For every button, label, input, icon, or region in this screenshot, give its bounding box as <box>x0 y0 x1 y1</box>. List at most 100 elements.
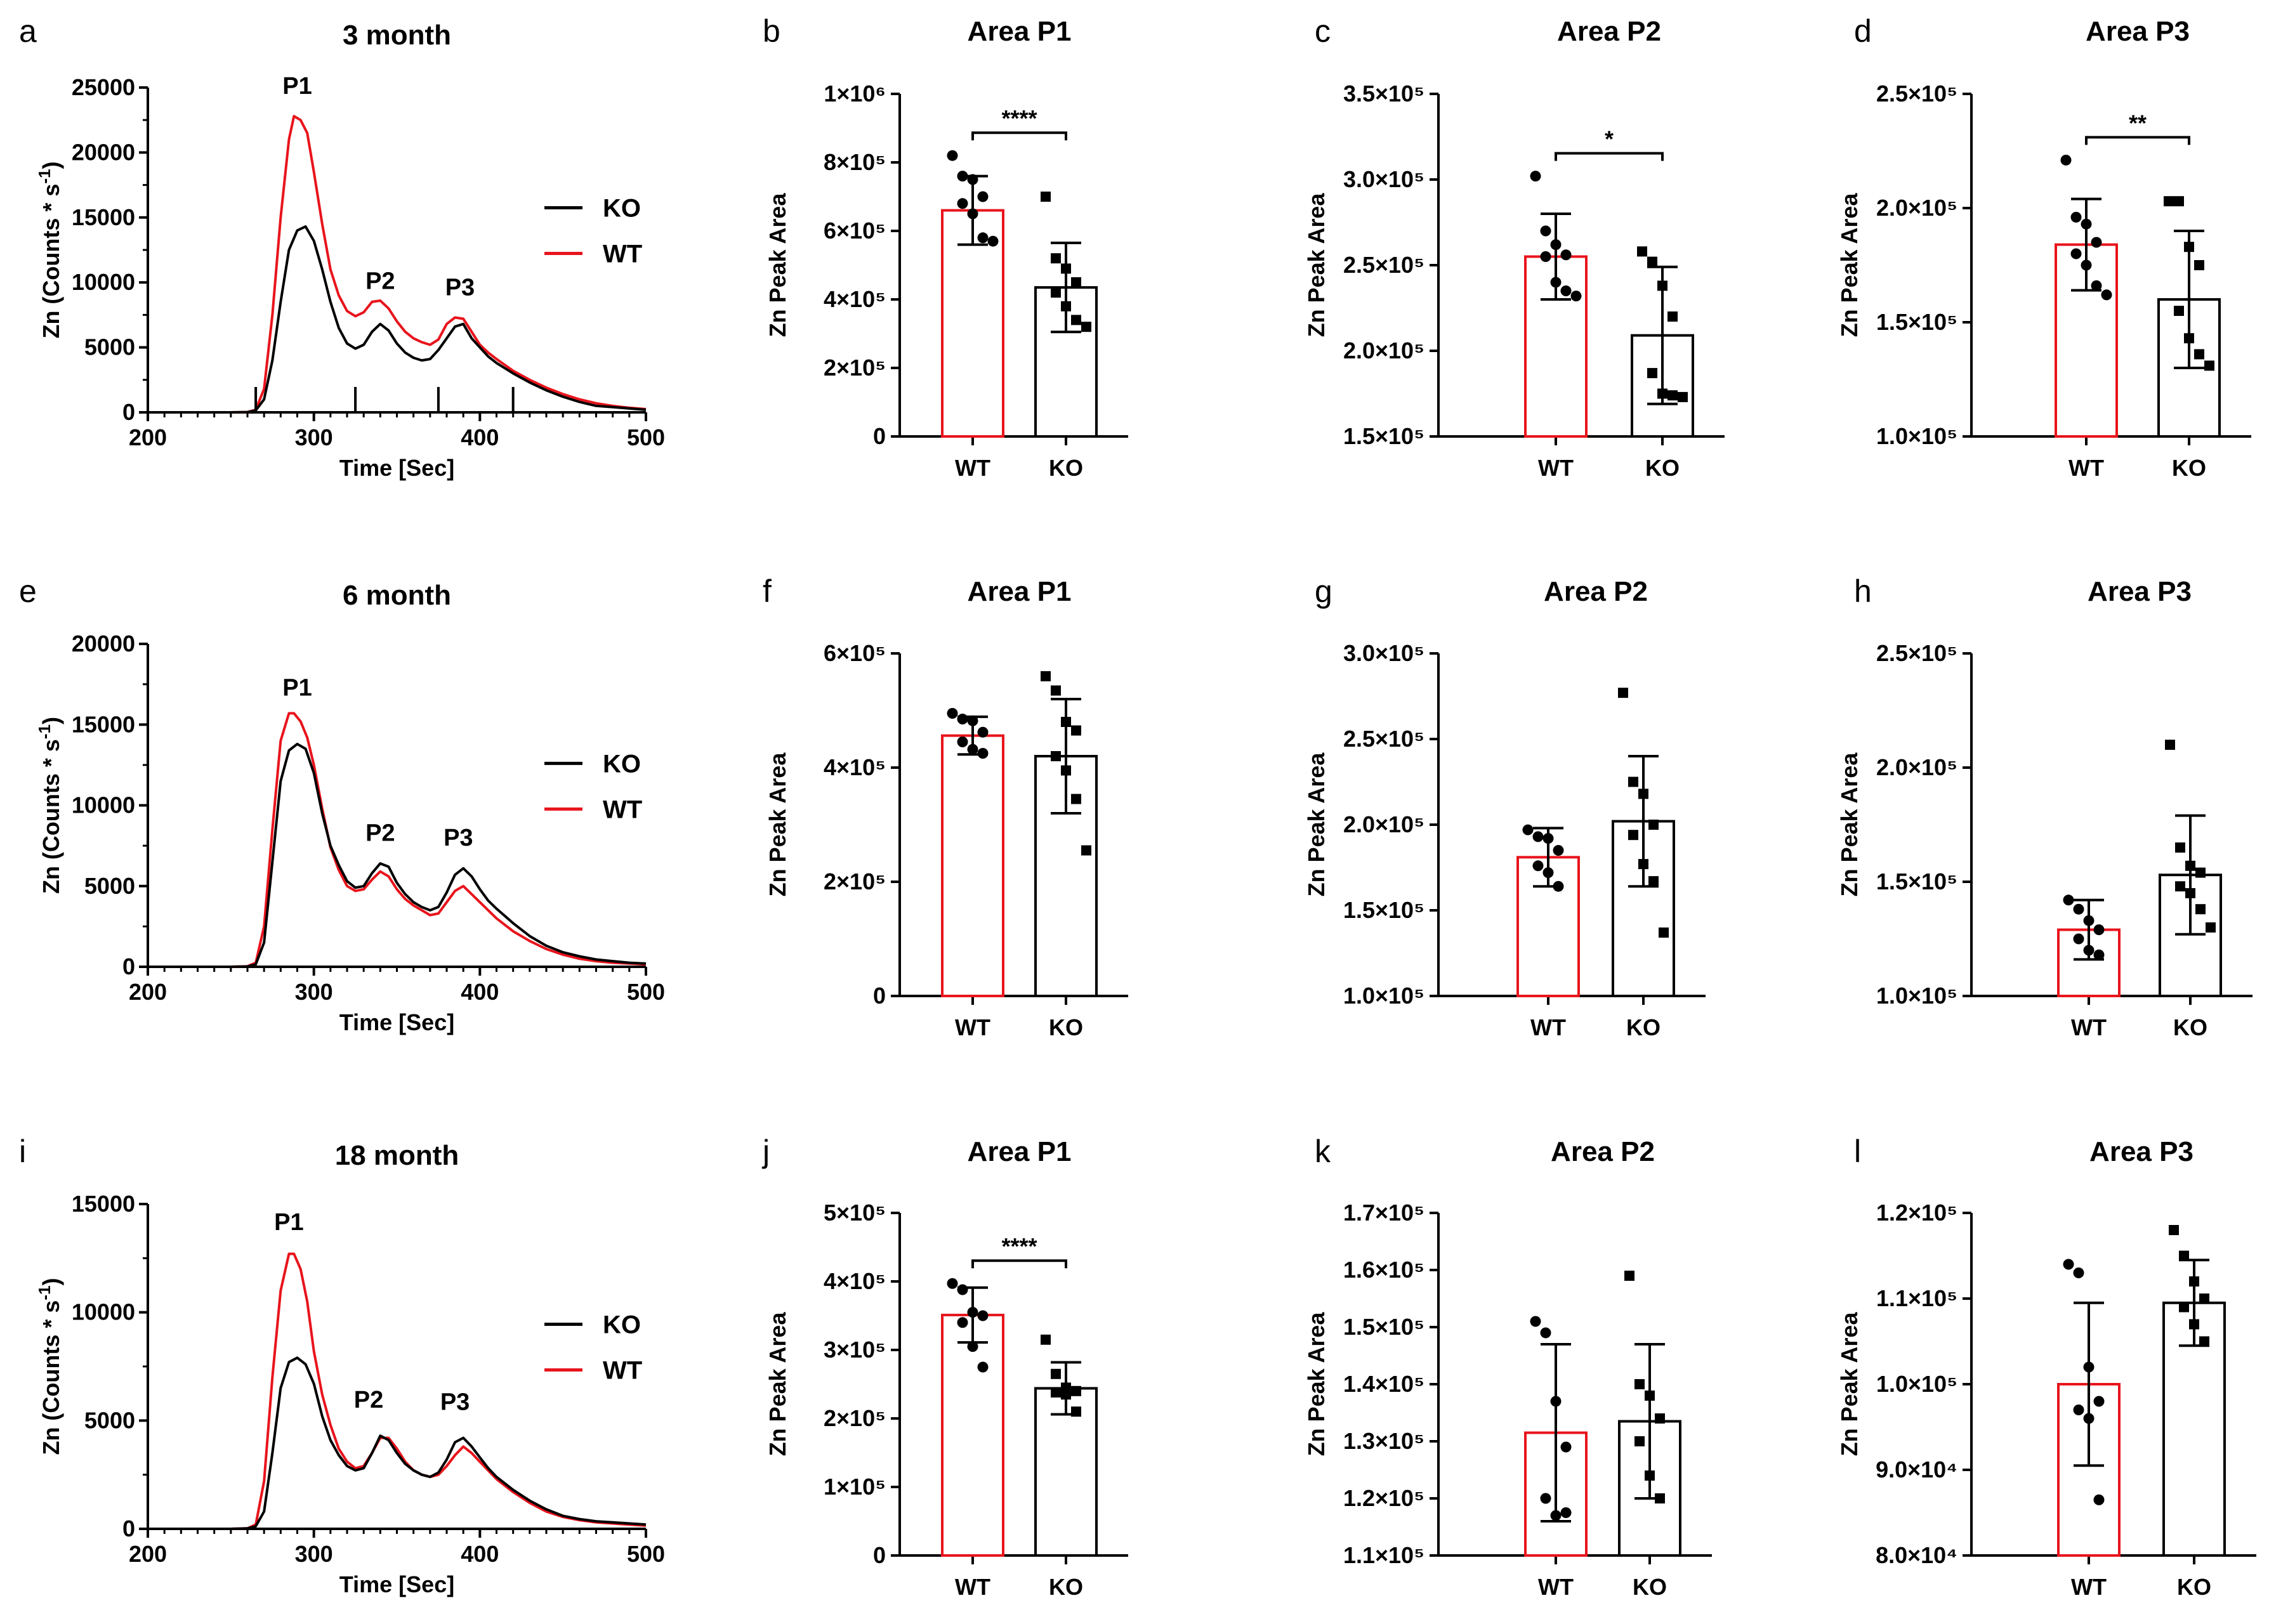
data-point-ko <box>1071 315 1081 325</box>
data-point-wt <box>967 174 978 185</box>
panel-k: k Area P2 1.1×10⁵ 1.2×10⁵ 1.3×10⁵ 1.4×10⁵ 1.5×… <box>1303 1134 1712 1600</box>
data-point-ko <box>1081 845 1091 856</box>
peak-label: P2 <box>354 1387 383 1413</box>
data-point-wt <box>2063 1259 2074 1270</box>
panel-letter: i <box>19 1134 26 1169</box>
x-axis-title: Time [Sec] <box>339 1571 454 1597</box>
data-point-ko <box>1628 776 1638 787</box>
x-tick-label: 200 <box>129 1541 167 1567</box>
data-point-wt <box>2093 1396 2105 1407</box>
data-point-ko <box>2164 196 2174 207</box>
data-point-ko <box>1071 725 1081 736</box>
data-point-wt <box>2091 280 2102 291</box>
y-tick-label: 1.0×10⁵ <box>1343 983 1424 1009</box>
x-tick-label: 400 <box>461 979 499 1005</box>
data-point-wt <box>1540 1493 1551 1504</box>
x-tick-label: KO <box>1633 1574 1667 1600</box>
x-tick-label: KO <box>1049 455 1083 481</box>
x-tick-label: WT <box>2071 1574 2107 1600</box>
x-tick-label: 200 <box>129 424 167 450</box>
y-tick-label: 1.0×10⁵ <box>1876 423 1957 449</box>
data-point-wt <box>2073 1267 2084 1278</box>
y-tick-label: 15000 <box>72 1191 135 1217</box>
data-point-ko <box>1061 301 1071 311</box>
data-point-ko <box>1041 671 1051 681</box>
data-point-ko <box>1061 717 1071 727</box>
series-line-ko <box>148 742 647 968</box>
panel-letter: j <box>761 1134 770 1169</box>
panel-letter: k <box>1315 1134 1331 1169</box>
chart-title: Area P1 <box>968 16 1072 47</box>
y-tick-label: 0 <box>873 983 886 1009</box>
data-point-ko <box>1051 751 1061 761</box>
y-tick-label: 4×10⁵ <box>824 286 886 312</box>
data-point-wt <box>2060 154 2072 166</box>
x-tick-label: 500 <box>627 424 665 450</box>
data-point-ko <box>1648 876 1659 887</box>
y-axis-title: Zn Peak Area <box>1836 1312 1862 1457</box>
data-point-wt <box>987 235 999 247</box>
data-point-ko <box>1645 1391 1655 1401</box>
significance-bracket <box>1555 152 1664 161</box>
y-tick-label: 3.0×10⁵ <box>1343 166 1424 192</box>
data-point-ko <box>2204 360 2214 371</box>
data-point-ko <box>2194 349 2204 360</box>
y-tick-label: 1.5×10⁵ <box>1876 868 1957 894</box>
y-axis-title: Zn Peak Area <box>1303 193 1329 337</box>
y-tick-label: 2×10⁵ <box>824 1405 886 1431</box>
y-tick-label: 10000 <box>72 1299 135 1325</box>
panel-letter: c <box>1315 13 1331 49</box>
data-point-ko <box>2185 860 2195 871</box>
x-tick-label: 500 <box>627 1541 665 1567</box>
data-point-ko <box>2189 1276 2199 1287</box>
series-line-wt <box>148 712 647 968</box>
data-point-ko <box>1657 280 1667 291</box>
peak-label: P1 <box>274 1209 303 1236</box>
y-tick-label: 15000 <box>72 204 135 230</box>
x-tick-label: KO <box>1645 455 1680 481</box>
data-point-ko <box>2174 306 2184 316</box>
x-tick-label: WT <box>2068 455 2104 481</box>
data-point-ko <box>1051 253 1061 264</box>
data-point-wt <box>1553 881 1564 892</box>
data-point-ko <box>2199 1293 2209 1304</box>
y-tick-label: 1.0×10⁵ <box>1876 1371 1957 1397</box>
y-tick-label: 10000 <box>72 269 135 295</box>
panel-letter: f <box>763 573 772 609</box>
panel-letter: a <box>19 13 37 49</box>
data-point-wt <box>947 1278 958 1289</box>
chart-title: Area P3 <box>2086 16 2190 47</box>
y-tick-label: 0 <box>873 423 886 449</box>
x-tick-label: KO <box>2173 1014 2207 1040</box>
y-tick-label: 1.1×10⁵ <box>1876 1285 1957 1311</box>
significance-stars: * <box>1605 126 1614 152</box>
panel-letter: b <box>763 13 780 49</box>
y-tick-label: 5000 <box>84 334 135 360</box>
data-point-ko <box>1645 1470 1655 1481</box>
data-point-wt <box>2093 1494 2105 1505</box>
y-tick-label: 2.5×10⁵ <box>1876 81 1957 107</box>
panel-b: b Area P1 0 2×10⁵ 4×10⁵ 6×10⁵ 8×10⁵ 1×10⁶ Zn Pea… <box>763 13 1128 481</box>
data-point-ko <box>2175 881 2185 892</box>
panel-letter: e <box>19 573 37 609</box>
panel-f: f Area P1 0 2×10⁵ 4×10⁵ 6×10⁵ Zn Peak Area WT KO <box>763 573 1128 1040</box>
peak-label: P1 <box>282 674 312 701</box>
panel-j: j Area P1 0 1×10⁵ 2×10⁵ 3×10⁵ 4×10⁵ 5×10⁵ Zn Pea… <box>761 1134 1128 1600</box>
y-tick-label: 2.0×10⁵ <box>1876 754 1957 780</box>
data-point-ko <box>1657 388 1667 399</box>
data-point-ko <box>2206 922 2216 933</box>
data-point-ko <box>2184 242 2194 252</box>
data-point-wt <box>967 1341 978 1352</box>
data-point-ko <box>1618 688 1628 698</box>
data-point-ko <box>2195 867 2206 878</box>
legend-label-ko: KO <box>603 750 641 778</box>
x-tick-label: KO <box>2172 455 2206 481</box>
y-tick-label: 0 <box>873 1542 886 1568</box>
data-point-wt <box>977 232 989 244</box>
significance-bracket <box>971 1259 1067 1269</box>
chart-title: Area P2 <box>1551 1136 1655 1167</box>
data-point-wt <box>2083 1413 2095 1424</box>
data-point-wt <box>947 708 958 719</box>
data-point-wt <box>2081 259 2092 271</box>
x-tick-label: 400 <box>461 424 499 450</box>
